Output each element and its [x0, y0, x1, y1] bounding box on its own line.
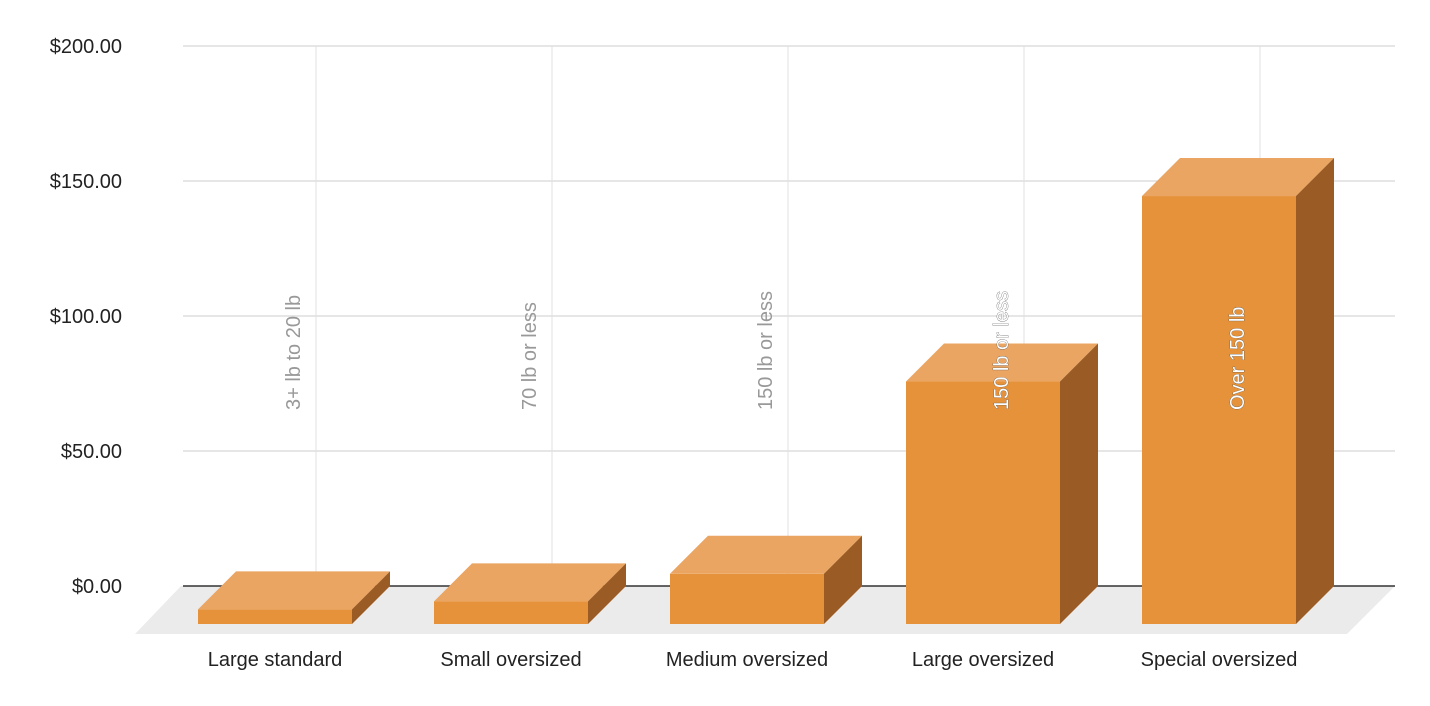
- bar-top: [434, 563, 626, 602]
- bar-top: [906, 343, 1098, 382]
- data-label: 3+ lb to 20 lb: [283, 295, 305, 410]
- x-tick-label: Special oversized: [1141, 649, 1298, 671]
- bar-side: [352, 571, 390, 624]
- y-tick-label: $50.00: [61, 441, 122, 463]
- y-tick-label: $200.00: [50, 36, 122, 58]
- data-label: Over 150 lb: [1227, 307, 1249, 410]
- bar-side: [824, 535, 862, 624]
- bar: [198, 571, 390, 624]
- bar-front: [906, 381, 1060, 624]
- data-label: 150 lb or less: [991, 291, 1013, 410]
- x-tick-label: Medium oversized: [666, 649, 828, 671]
- bar-top: [198, 571, 390, 610]
- bar-top: [1142, 158, 1334, 197]
- bar: [670, 535, 862, 624]
- bar-side: [1296, 158, 1334, 625]
- bar: [1142, 158, 1334, 625]
- data-label: 150 lb or less: [755, 291, 777, 410]
- y-tick-label: $0.00: [72, 576, 122, 598]
- bar-front: [1142, 196, 1296, 625]
- bar: [434, 563, 626, 624]
- bar-front: [434, 601, 588, 624]
- bar-top: [670, 535, 862, 574]
- y-tick-label: $150.00: [50, 171, 122, 193]
- bar-side: [1060, 343, 1098, 624]
- data-label: 70 lb or less: [519, 302, 541, 410]
- y-tick-label: $100.00: [50, 306, 122, 328]
- bar-front: [670, 573, 824, 624]
- bar-front: [198, 609, 352, 624]
- x-tick-label: Small oversized: [440, 649, 581, 671]
- bar-side: [588, 563, 626, 624]
- x-tick-label: Large standard: [208, 649, 343, 671]
- x-tick-label: Large oversized: [912, 649, 1054, 671]
- bar: [906, 343, 1098, 624]
